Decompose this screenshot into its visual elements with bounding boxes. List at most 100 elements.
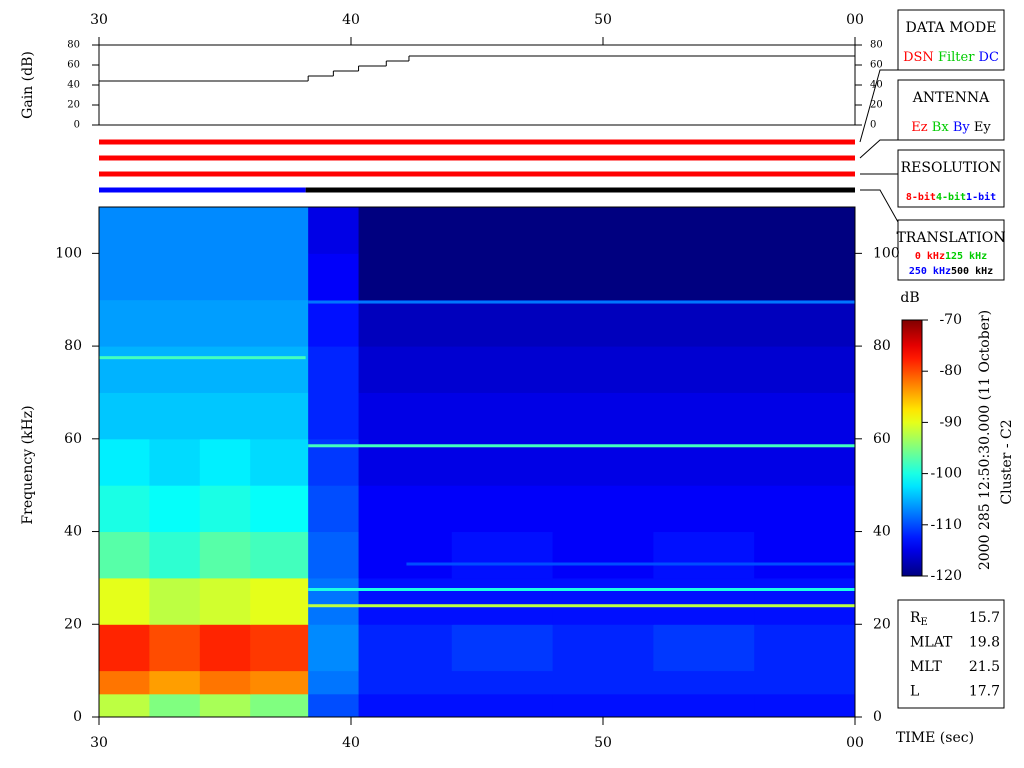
spectrogram-cell xyxy=(308,299,360,347)
option-row: 8-bit4-bit1-bit xyxy=(906,191,996,203)
spectrogram-cell xyxy=(308,577,360,625)
spectrogram-cell xyxy=(358,624,453,672)
spectrogram-cell xyxy=(653,531,755,579)
spectrogram-cell xyxy=(149,670,201,695)
spectrogram-cell xyxy=(358,253,453,301)
option: 250 kHz xyxy=(909,266,951,277)
x-tick-label: 50 xyxy=(594,12,612,28)
spectrogram-cell xyxy=(653,207,755,254)
spectrogram-cell xyxy=(653,577,755,625)
option: Ez xyxy=(911,120,927,135)
spectrogram-cell xyxy=(199,485,251,533)
spectrogram-cell xyxy=(199,577,251,625)
spectrogram-cell xyxy=(754,624,856,672)
x-tick-label: 00 xyxy=(846,735,864,751)
tone-line xyxy=(308,444,855,448)
orbit-label-main: MLAT xyxy=(910,635,953,651)
spectrogram-cell xyxy=(99,577,150,625)
y-tick-label: 0 xyxy=(73,709,82,725)
spectrogram-cell xyxy=(199,531,251,579)
spectrogram-cell xyxy=(451,577,554,625)
spectrogram-cell xyxy=(451,346,554,393)
spectrogram-cell xyxy=(250,299,309,347)
y-tick-label: 80 xyxy=(873,338,891,354)
connector xyxy=(859,69,898,143)
y-tick-label: 60 xyxy=(64,431,82,447)
timestamp: 2000 285 12:50:30.000 (11 October) xyxy=(977,310,993,570)
spectrogram-cell xyxy=(451,531,554,579)
tone-line xyxy=(308,604,855,608)
spectrogram-cell xyxy=(754,485,856,533)
option: Filter xyxy=(938,50,975,65)
spectrogram-cell xyxy=(199,392,251,440)
spectrogram-cell xyxy=(358,670,453,695)
spectrogram-cell xyxy=(250,253,309,301)
orbit-label-sub: E xyxy=(921,617,928,628)
y-tick-label: 0 xyxy=(873,709,882,725)
spectrogram-cell xyxy=(653,299,755,347)
spectrogram-cell xyxy=(358,207,453,254)
spectrogram-cell xyxy=(308,346,360,393)
spectrogram-cell xyxy=(149,485,201,533)
translation-box xyxy=(897,219,1005,281)
spectrogram-cell xyxy=(149,346,201,393)
orbit-label: MLAT xyxy=(910,635,953,651)
x-tick-label: 40 xyxy=(342,12,360,28)
spectrogram-cell xyxy=(451,485,554,533)
data-mode-box xyxy=(897,9,1005,71)
option-row: 250 kHz500 kHz xyxy=(909,266,993,277)
gain-axis-label: Gain (dB) xyxy=(20,51,36,119)
spectrogram-cell xyxy=(358,485,453,533)
spectrogram-cell xyxy=(754,253,856,301)
spectrogram-cell xyxy=(149,624,201,672)
orbit-label: L xyxy=(910,684,919,700)
spectrogram-cell xyxy=(358,299,453,347)
spectrogram-cell xyxy=(250,670,309,695)
y-tick-label: 40 xyxy=(870,80,883,91)
spectrogram-cell xyxy=(754,392,856,440)
spectrogram-cell xyxy=(552,392,654,440)
spectrogram-cell xyxy=(653,392,755,440)
status-bar xyxy=(305,187,855,193)
spectrogram-cell xyxy=(250,693,309,718)
spectrogram-cell xyxy=(99,346,150,393)
spectrogram-cell xyxy=(754,531,856,579)
spectrogram-cell xyxy=(754,577,856,625)
tone-line xyxy=(406,562,855,566)
y-tick-label: 60 xyxy=(67,60,80,71)
option: DC xyxy=(979,50,999,65)
spectrogram-cell xyxy=(308,693,360,718)
colorbar-tick-label: -90 xyxy=(939,414,962,430)
spacecraft: Cluster - C2 xyxy=(999,419,1015,504)
orbit-value: 19.8 xyxy=(969,635,1000,651)
y-tick-label: 20 xyxy=(67,100,80,111)
tone-line xyxy=(99,356,306,360)
spectrogram-cell xyxy=(653,670,755,695)
spectrogram-cell xyxy=(149,438,201,486)
orbit-label: RE xyxy=(910,610,928,628)
y-tick-label: 20 xyxy=(64,616,82,632)
spectrogram-cell xyxy=(754,346,856,393)
spectrogram-cell xyxy=(653,346,755,393)
resolution-box xyxy=(897,149,1005,208)
y-tick-label: 40 xyxy=(873,524,891,540)
spectrogram-cell xyxy=(199,624,251,672)
spectrogram-cell xyxy=(99,392,150,440)
box-title: ANTENNA xyxy=(912,90,990,106)
spectrogram-cell xyxy=(99,253,150,301)
colorbar-tick-label: -100 xyxy=(931,466,962,482)
spectrogram-cell xyxy=(99,207,150,254)
spectrogram-cell xyxy=(451,693,554,718)
option: By xyxy=(953,120,971,135)
spectrogram-cell xyxy=(308,485,360,533)
y-tick-label: 100 xyxy=(55,245,82,261)
spectrogram-cell xyxy=(99,485,150,533)
spectrogram-cell xyxy=(451,392,554,440)
option: 0 kHz xyxy=(915,251,945,262)
orbit-value: 17.7 xyxy=(969,684,1000,700)
spectrogram-frame xyxy=(98,206,856,718)
x-tick-label: 30 xyxy=(90,12,108,28)
spectrogram-cell xyxy=(552,299,654,347)
antenna-box xyxy=(897,79,1005,141)
